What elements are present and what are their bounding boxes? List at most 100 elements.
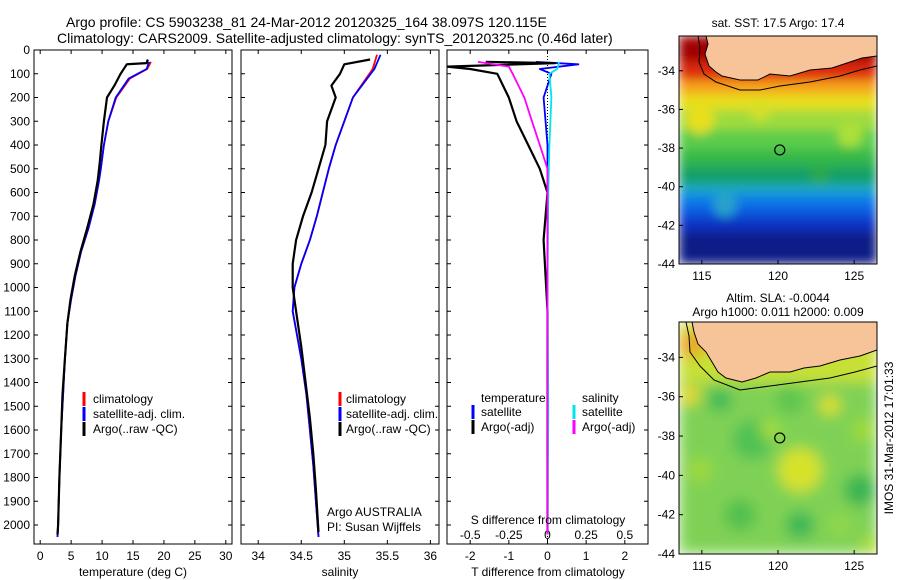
legend-satellite-label: satellite-adj. clim.: [93, 407, 185, 421]
sla-map-title-line2: Argo h1000: 0.011 h2000: 0.009: [692, 305, 864, 319]
lon-tick-label: 115: [692, 269, 711, 283]
x-tick-label: 1: [583, 549, 590, 563]
x-tick-label: 0: [544, 549, 551, 563]
x-tick-label: 34.5: [290, 549, 314, 563]
difference-lines: [447, 60, 580, 535]
x-tick-label: 36: [424, 549, 438, 563]
s-tick-label: -0.25: [495, 528, 523, 542]
x-tick-label: 30: [219, 549, 233, 563]
sst-map-axes: 115 120 125 -34 -36 -38 -40 -42 -44: [658, 64, 865, 283]
sla-float-marker: [774, 432, 786, 444]
temperature-legend: climatology satellite-adj. clim. Argo(..…: [82, 392, 185, 436]
depth-tick-label: 400: [10, 138, 30, 152]
temperature-panel: 0100200300400500600700800900100011001200…: [3, 43, 233, 579]
sla-map-panel: Altim. SLA: -0.0044 Argo h1000: 0.011 h2…: [658, 291, 878, 573]
lon-tick-label: 115: [692, 559, 711, 573]
depth-tick-label: 600: [10, 186, 30, 200]
depth-tick-label: 800: [10, 233, 30, 247]
sst-bathymetry-contour: [697, 36, 877, 91]
legend-temperature-title: temperature: [481, 391, 546, 405]
salinity-legend: climatology satellite-adj. clim. Argo(..…: [338, 392, 438, 436]
x-tick-label: 20: [157, 549, 171, 563]
lat-tick-label: -40: [658, 468, 676, 482]
figure-title-line1: Argo profile: CS 5903238_81 24-Mar-2012 …: [66, 14, 547, 30]
lon-tick-label: 125: [844, 559, 864, 573]
salinity-panel: 34 34.5 35 35.5 36 salinity climatology sate…: [240, 49, 440, 579]
sst-heatmap: [679, 36, 877, 264]
x-tick-label: 0: [37, 549, 44, 563]
sst-map-panel: sat. SST: 17.5 Argo: 17.4: [658, 16, 878, 283]
sst-map-title: sat. SST: 17.5 Argo: 17.4: [712, 16, 845, 30]
depth-tick-label: 0: [23, 43, 30, 57]
lon-tick-label: 120: [768, 269, 788, 283]
series-line-t-satellite: [535, 61, 580, 535]
series-line-climatology: [291, 54, 378, 537]
depth-tick-label: 1400: [3, 376, 30, 390]
lon-tick-label: 120: [768, 559, 788, 573]
depth-tick-label: 200: [10, 91, 30, 105]
lat-tick-label: -38: [658, 141, 676, 155]
salinity-difference-label: S difference from climatology: [471, 513, 626, 527]
depth-tick-label: 300: [10, 114, 30, 128]
x-tick-label: 35: [338, 549, 352, 563]
x-tick-label: 5: [68, 549, 75, 563]
depth-tick-label: 900: [10, 257, 30, 271]
lon-tick-label: 125: [844, 269, 864, 283]
lat-tick-label: -38: [658, 429, 676, 443]
lat-tick-label: -36: [658, 102, 676, 116]
difference-legend: temperature salinity satellite Argo(-adj…: [471, 391, 635, 434]
x-tick-label: 10: [95, 549, 109, 563]
legend-climatology-label: climatology: [93, 392, 153, 406]
difference-xlabel: T difference from climatology: [471, 565, 625, 579]
depth-tick-label: 1800: [3, 471, 30, 485]
depth-tick-label: 1600: [3, 423, 30, 437]
depth-tick-label: 1000: [3, 281, 30, 295]
series-line-argo-raw-qc-: [291, 58, 371, 533]
x-tick-label: 35.5: [376, 549, 400, 563]
imos-timestamp-label: IMOS 31-Mar-2012 17:01:33: [882, 361, 896, 514]
series-line-t-argo-adj-: [447, 60, 557, 535]
temperature-xlabel: temperature (deg C): [79, 565, 187, 579]
sst-float-marker: [774, 144, 786, 156]
salinity-lines: [291, 54, 382, 537]
series-line-s-argo-adj-: [477, 61, 549, 535]
depth-tick-label: 500: [10, 162, 30, 176]
lat-tick-label: -34: [658, 350, 676, 364]
x-tick-label: -2: [465, 549, 476, 563]
s-tick-label: -0.5: [460, 528, 481, 542]
salinity-axes-box: [240, 49, 440, 545]
s-tick-label: 0: [544, 528, 551, 542]
legend-s-argo-label: Argo(-adj): [582, 420, 635, 434]
lat-tick-label: -42: [658, 218, 676, 232]
lat-tick-label: -42: [658, 508, 676, 522]
x-tick-label: 15: [126, 549, 140, 563]
legend-argo-label: Argo(..raw -QC): [346, 422, 431, 436]
depth-tick-label: 1100: [4, 304, 30, 318]
lat-tick-label: -40: [658, 180, 676, 194]
sla-map-axes: 115 120 125 -34 -36 -38 -40 -42 -44: [658, 350, 865, 573]
depth-tick-label: 1200: [3, 328, 30, 342]
lat-tick-label: -34: [658, 64, 676, 78]
s-tick-label: 0.25: [574, 528, 598, 542]
argo-program-label: Argo AUSTRALIA: [327, 505, 422, 519]
series-line-s-satellite: [546, 61, 560, 535]
depth-tick-label: 100: [10, 67, 30, 81]
salinity-xlabel: salinity: [322, 565, 359, 579]
depth-tick-label: 1300: [3, 352, 30, 366]
legend-s-satellite-label: satellite: [582, 405, 623, 419]
x-tick-label: 34: [252, 549, 266, 563]
x-tick-label: -1: [504, 549, 515, 563]
lat-tick-label: -44: [658, 547, 676, 561]
figure-title-line2: Climatology: CARS2009. Satellite-adjuste…: [57, 30, 613, 46]
s-tick-label: 0.5: [616, 528, 633, 542]
difference-y-ticks: [447, 49, 648, 526]
sla-land-mass: [691, 322, 877, 383]
legend-argo-label: Argo(..raw -QC): [93, 422, 178, 436]
depth-tick-label: 2000: [3, 518, 30, 532]
legend-t-satellite-label: satellite: [481, 405, 522, 419]
salinity-x-axis: 34 34.5 35 35.5 36: [252, 50, 438, 563]
sla-heatmap: [679, 322, 877, 554]
x-tick-label: 25: [188, 549, 202, 563]
x-tick-label: 2: [621, 549, 628, 563]
